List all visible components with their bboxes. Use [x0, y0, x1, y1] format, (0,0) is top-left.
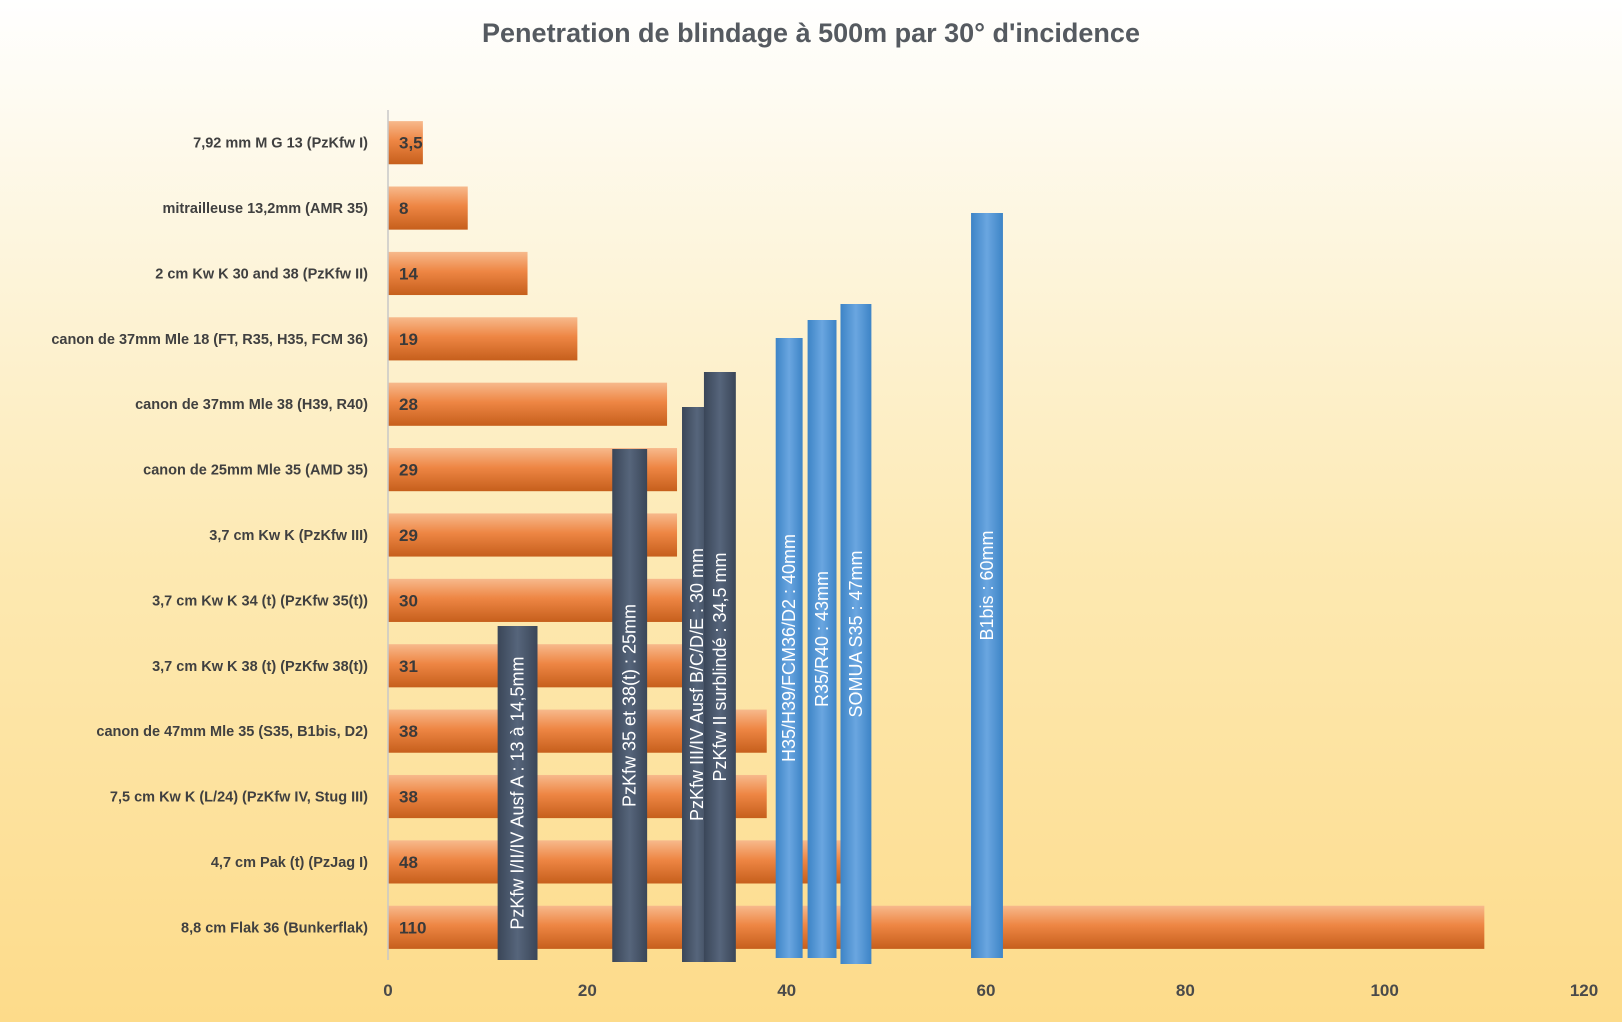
category-label: canon de 37mm Mle 18 (FT, R35, H35, FCM … [51, 332, 368, 348]
data-label: 3,5 [399, 134, 423, 153]
data-label: 8 [399, 199, 408, 218]
chart-title: Penetration de blindage à 500m par 30° d… [482, 18, 1140, 48]
category-label: 8,8 cm Flak 36 (Bunkerflak) [181, 920, 368, 936]
category-label: mitrailleuse 13,2mm (AMR 35) [163, 201, 369, 217]
x-tick-label: 0 [383, 981, 392, 1000]
category-label: 2 cm Kw K 30 and 38 (PzKfw II) [155, 266, 368, 282]
bar [388, 317, 578, 361]
bar [388, 382, 668, 426]
x-tick-label: 60 [977, 981, 996, 1000]
data-label: 29 [399, 461, 418, 480]
data-label: 28 [399, 395, 418, 414]
bar [388, 644, 697, 688]
data-label: 30 [399, 591, 418, 610]
category-label: 4,7 cm Pak (t) (PzJag I) [211, 855, 368, 871]
armor-overlay-label: PzKfw 35 et 38(t) : 25mm [620, 604, 640, 807]
armor-overlay-label: R35/R40 : 43mm [812, 571, 832, 707]
category-label: 3,7 cm Kw K (PzKfw III) [209, 528, 368, 544]
data-label: 48 [399, 853, 418, 872]
category-label: 7,92 mm M G 13 (PzKfw I) [193, 136, 368, 152]
armor-overlay-bar [840, 304, 872, 964]
category-label: canon de 47mm Mle 35 (S35, B1bis, D2) [96, 724, 368, 740]
armor-overlay-bar [612, 449, 648, 962]
bar [388, 251, 528, 296]
armor-overlay-label: PzKfw I/II/IV Ausf A : 13 à 14,5mm [508, 656, 528, 929]
category-label: 3,7 cm Kw K 34 (t) (PzKfw 35(t)) [152, 593, 368, 609]
data-label: 38 [399, 722, 418, 741]
armor-overlay-label: B1bis : 60mm [977, 530, 997, 640]
data-label: 31 [399, 657, 418, 676]
armor-overlay-bar [703, 372, 736, 962]
category-label: 7,5 cm Kw K (L/24) (PzKfw IV, Stug III) [110, 790, 368, 806]
armor-overlay-bar [497, 626, 538, 960]
category-label: canon de 37mm Mle 38 (H39, R40) [135, 397, 368, 413]
data-label: 19 [399, 330, 418, 349]
x-tick-label: 40 [777, 981, 796, 1000]
data-label: 38 [399, 788, 418, 807]
armor-overlay-label: H35/H39/FCM36/D2 : 40mm [779, 534, 799, 762]
data-label: 110 [399, 918, 426, 937]
armor-overlay-label: PzKfw II surblindé : 34,5 mm [710, 552, 730, 781]
x-tick-label: 20 [578, 981, 597, 1000]
bar [388, 905, 1485, 949]
category-label: canon de 25mm Mle 35 (AMD 35) [143, 463, 368, 479]
data-label: 14 [399, 264, 418, 283]
bar [388, 121, 423, 165]
bar [388, 186, 468, 230]
armor-overlay-label: SOMUA S35 : 47mm [846, 550, 866, 717]
category-label: 3,7 cm Kw K 38 (t) (PzKfw 38(t)) [152, 659, 368, 675]
armor-overlay-bar [775, 338, 803, 958]
x-tick-label: 80 [1176, 981, 1195, 1000]
x-tick-label: 120 [1570, 981, 1598, 1000]
armor-overlay-label: PzKfw III/IV Ausf B/C/D/E : 30 mm [687, 548, 707, 821]
x-tick-label: 100 [1370, 981, 1398, 1000]
armor-overlay-bar [971, 213, 1003, 958]
data-label: 29 [399, 526, 418, 545]
armor-overlay-bar [807, 320, 837, 958]
